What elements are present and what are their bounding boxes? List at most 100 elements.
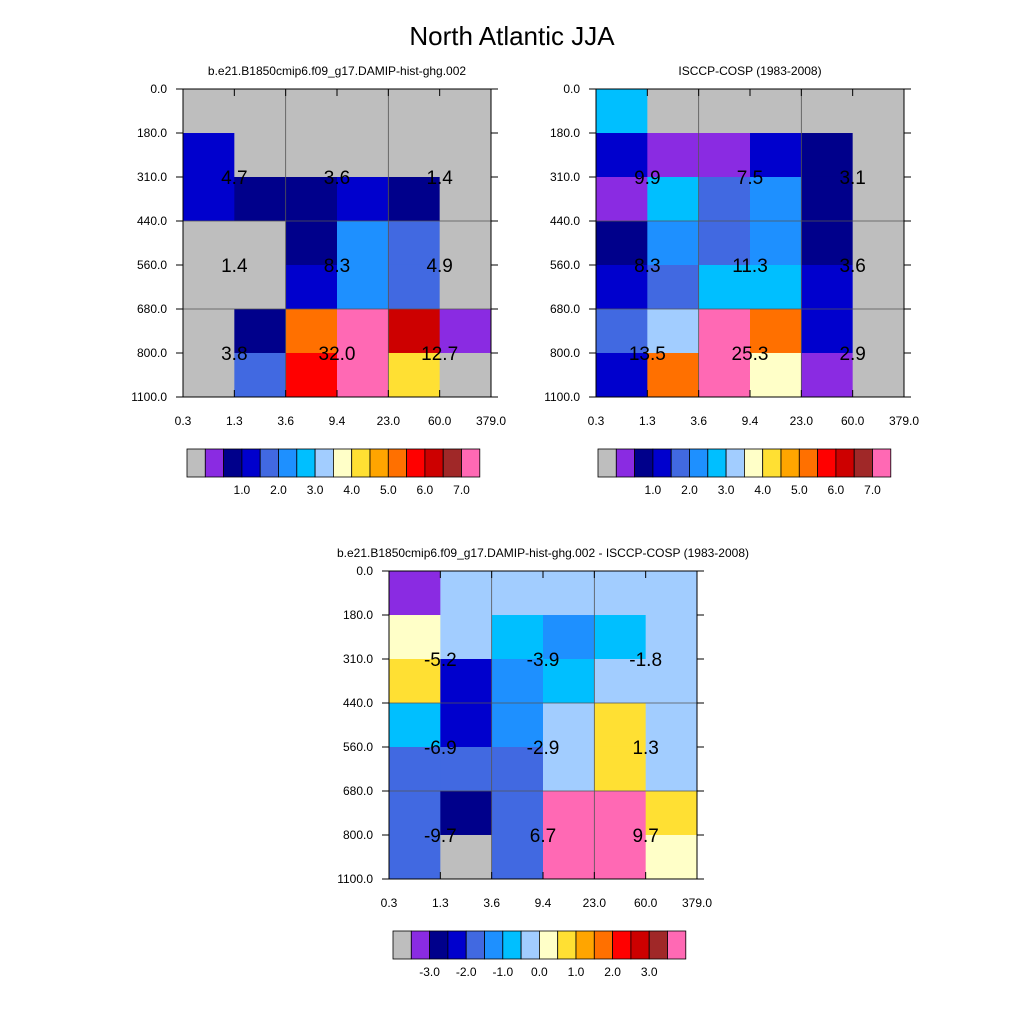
heatmap-cell — [852, 352, 905, 398]
colorbar-swatch — [853, 448, 873, 478]
heatmap-cell — [491, 615, 544, 660]
heatmap-cell — [337, 176, 389, 222]
box-value-label: 11.3 — [732, 256, 768, 277]
heatmap-cell — [183, 89, 235, 134]
box-value-label: -5.2 — [424, 650, 457, 671]
y-tick-label: 800.0 — [343, 828, 373, 842]
colorbar-label: 3.0 — [718, 483, 735, 497]
heatmap-cell — [389, 658, 441, 704]
x-tick-label: 1.3 — [226, 414, 243, 428]
heatmap-cell — [698, 352, 751, 398]
box-value-label: -1.8 — [629, 650, 662, 671]
box-value-label: 8.3 — [324, 256, 350, 277]
heatmap-cell — [337, 221, 389, 266]
heatmap-cell — [852, 264, 905, 310]
heatmap-cell — [801, 176, 854, 222]
box-value-label: 13.5 — [629, 344, 666, 365]
colorbar-swatch — [798, 448, 818, 478]
colorbar-label: 5.0 — [791, 483, 808, 497]
colorbar-swatch — [707, 448, 727, 478]
colorbar-swatch — [465, 930, 485, 960]
y-tick-label: 440.0 — [343, 696, 373, 710]
box-value-label: 1.4 — [221, 256, 248, 277]
colorbar-swatch — [612, 930, 632, 960]
colorbar-swatch — [667, 930, 687, 960]
heatmap-cell — [440, 834, 493, 880]
heatmap-cell — [183, 176, 235, 222]
y-tick-label: 1100.0 — [544, 390, 580, 404]
heatmap-cell — [491, 746, 544, 792]
heatmap-cell — [594, 834, 647, 880]
heatmap-cell — [698, 264, 751, 310]
y-tick-label: 0.0 — [356, 564, 373, 578]
heatmap-cell — [647, 133, 700, 178]
heatmap-cell — [337, 264, 389, 310]
heatmap-cell — [389, 703, 441, 748]
heatmap-cell — [389, 834, 441, 880]
panel-title: b.e21.B1850cmip6.f09_g17.DAMIP-hist-ghg.… — [208, 64, 466, 78]
box-value-label: 32.0 — [319, 344, 356, 365]
heatmap-cell — [183, 352, 235, 398]
colorbar-swatch — [780, 448, 800, 478]
heatmap-cell — [285, 176, 338, 222]
x-tick-label: 9.4 — [535, 896, 552, 910]
heatmap-cell — [543, 746, 595, 792]
heatmap-cell — [439, 176, 492, 222]
colorbar-swatch — [652, 448, 672, 478]
heatmap-cell — [596, 133, 648, 178]
colorbar-swatch — [296, 448, 316, 478]
colorbar-swatch — [835, 448, 855, 478]
y-tick-label: 310.0 — [550, 170, 580, 184]
colorbar-label: 1.0 — [234, 483, 251, 497]
colorbar-swatch — [615, 448, 635, 478]
panels: b.e21.B1850cmip6.f09_g17.DAMIP-hist-ghg.… — [131, 64, 919, 979]
colorbar-swatch — [442, 448, 462, 478]
heatmap-cell — [389, 746, 441, 792]
box-value-label: 3.6 — [839, 256, 865, 277]
colorbar-swatch — [817, 448, 837, 478]
heatmap-cell — [594, 615, 647, 660]
heatmap-cell — [594, 658, 647, 704]
colorbar-label: 2.0 — [270, 483, 287, 497]
heatmap-cell — [647, 309, 700, 354]
colorbar-swatch — [725, 448, 745, 478]
y-tick-label: 310.0 — [137, 170, 167, 184]
heatmap-cell — [440, 746, 493, 792]
colorbar-swatch — [520, 930, 540, 960]
colorbar-swatch — [387, 448, 407, 478]
colorbar-swatch — [689, 448, 709, 478]
heatmap-cell — [594, 746, 647, 792]
heatmap-cell — [852, 176, 905, 222]
heatmap-cell — [439, 221, 492, 266]
heatmap-cell — [647, 352, 700, 398]
y-tick-label: 560.0 — [137, 258, 167, 272]
y-tick-label: 180.0 — [550, 126, 580, 140]
heatmap-cell — [491, 571, 544, 616]
box-value-label: 4.9 — [426, 256, 452, 277]
heatmap-cell — [491, 658, 544, 704]
heatmap-cell — [285, 133, 338, 178]
heatmap-cell — [801, 89, 854, 134]
heatmap-cell — [647, 176, 700, 222]
heatmap-cell — [647, 264, 700, 310]
x-tick-label: 60.0 — [634, 896, 658, 910]
y-tick-label: 310.0 — [343, 652, 373, 666]
x-tick-label: 1.3 — [639, 414, 656, 428]
box-value-label: 3.8 — [221, 344, 247, 365]
heatmap-cell — [596, 89, 648, 134]
heatmap-cell — [801, 264, 854, 310]
box-value-label: -2.9 — [527, 738, 560, 759]
heatmap-cell — [183, 133, 235, 178]
figure-title: North Atlantic JJA — [409, 21, 615, 51]
y-tick-label: 680.0 — [343, 784, 373, 798]
panel-title: b.e21.B1850cmip6.f09_g17.DAMIP-hist-ghg.… — [337, 546, 749, 560]
colorbar-swatch — [557, 930, 577, 960]
heatmap-cell — [491, 834, 544, 880]
heatmap-cell — [543, 791, 595, 836]
heatmap-cell — [337, 89, 389, 134]
heatmap-cell — [852, 89, 905, 134]
colorbar-label: -2.0 — [456, 965, 477, 979]
colorbar-label: -3.0 — [419, 965, 440, 979]
colorbar-swatch — [406, 448, 426, 478]
colorbar-swatch — [186, 448, 206, 478]
